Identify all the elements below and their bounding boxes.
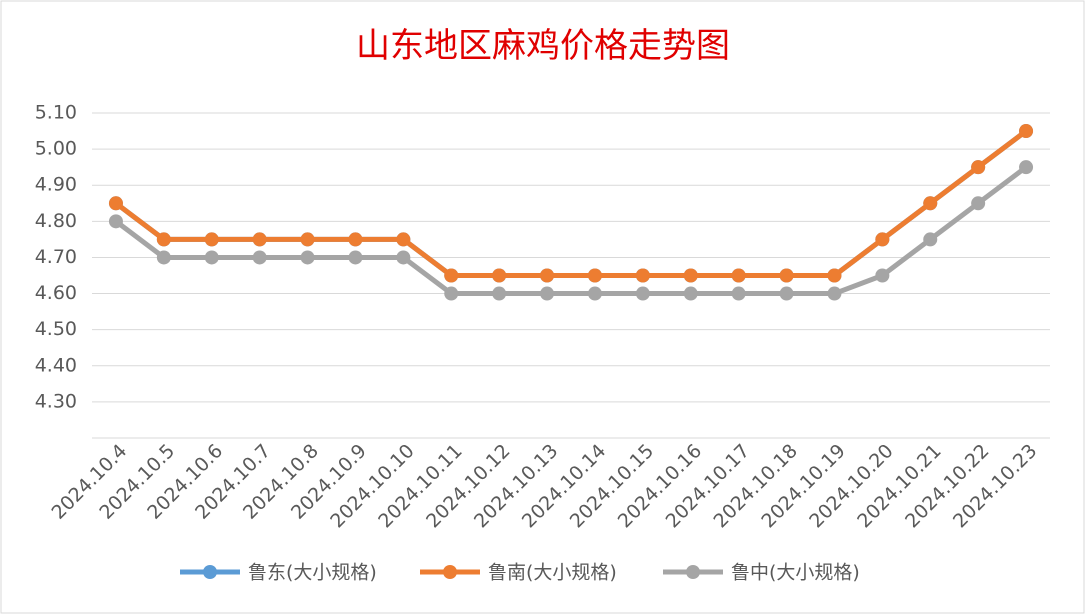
y-tick-label: 4.30 bbox=[35, 390, 77, 412]
point bbox=[348, 250, 363, 265]
legend-label: 鲁南(大小规格) bbox=[488, 562, 617, 584]
point bbox=[204, 250, 219, 265]
point bbox=[156, 250, 171, 265]
point bbox=[108, 196, 123, 211]
point bbox=[204, 232, 219, 247]
point bbox=[731, 286, 746, 301]
point bbox=[540, 286, 555, 301]
point bbox=[587, 286, 602, 301]
point bbox=[252, 250, 267, 265]
y-tick-label: 5.10 bbox=[35, 102, 77, 124]
point bbox=[779, 268, 794, 283]
point bbox=[300, 232, 315, 247]
point bbox=[1019, 124, 1034, 139]
y-tick-label: 4.50 bbox=[35, 318, 77, 340]
legend-marker bbox=[443, 565, 457, 579]
point bbox=[923, 196, 938, 211]
point bbox=[971, 196, 986, 211]
legend-label: 鲁东(大小规格) bbox=[248, 562, 377, 584]
point bbox=[827, 286, 842, 301]
point bbox=[108, 214, 123, 229]
point bbox=[300, 250, 315, 265]
point bbox=[635, 286, 650, 301]
series-line bbox=[114, 129, 1028, 278]
point bbox=[444, 286, 459, 301]
point bbox=[875, 268, 890, 283]
point bbox=[444, 268, 459, 283]
y-tick-label: 5.00 bbox=[35, 138, 77, 160]
y-tick-label: 4.40 bbox=[35, 354, 77, 376]
point bbox=[396, 232, 411, 247]
point bbox=[1019, 160, 1034, 175]
legend-marker bbox=[686, 565, 700, 579]
point bbox=[635, 268, 650, 283]
y-tick-label: 4.80 bbox=[35, 210, 77, 232]
point bbox=[587, 268, 602, 283]
point bbox=[971, 160, 986, 175]
chart-title: 山东地区麻鸡价格走势图 bbox=[356, 26, 730, 66]
point bbox=[875, 232, 890, 247]
point bbox=[396, 250, 411, 265]
point bbox=[492, 268, 507, 283]
point bbox=[683, 286, 698, 301]
point bbox=[492, 286, 507, 301]
point bbox=[348, 232, 363, 247]
y-tick-label: 4.70 bbox=[35, 246, 77, 268]
point bbox=[827, 268, 842, 283]
point bbox=[779, 286, 794, 301]
y-tick-label: 4.90 bbox=[35, 174, 77, 196]
series-line bbox=[114, 165, 1028, 297]
point bbox=[540, 268, 555, 283]
legend-marker bbox=[203, 565, 217, 579]
y-tick-label: 4.60 bbox=[35, 282, 77, 304]
point bbox=[923, 232, 938, 247]
point bbox=[252, 232, 267, 247]
legend-label: 鲁中(大小规格) bbox=[731, 562, 860, 584]
point bbox=[731, 268, 746, 283]
point bbox=[156, 232, 171, 247]
point bbox=[683, 268, 698, 283]
